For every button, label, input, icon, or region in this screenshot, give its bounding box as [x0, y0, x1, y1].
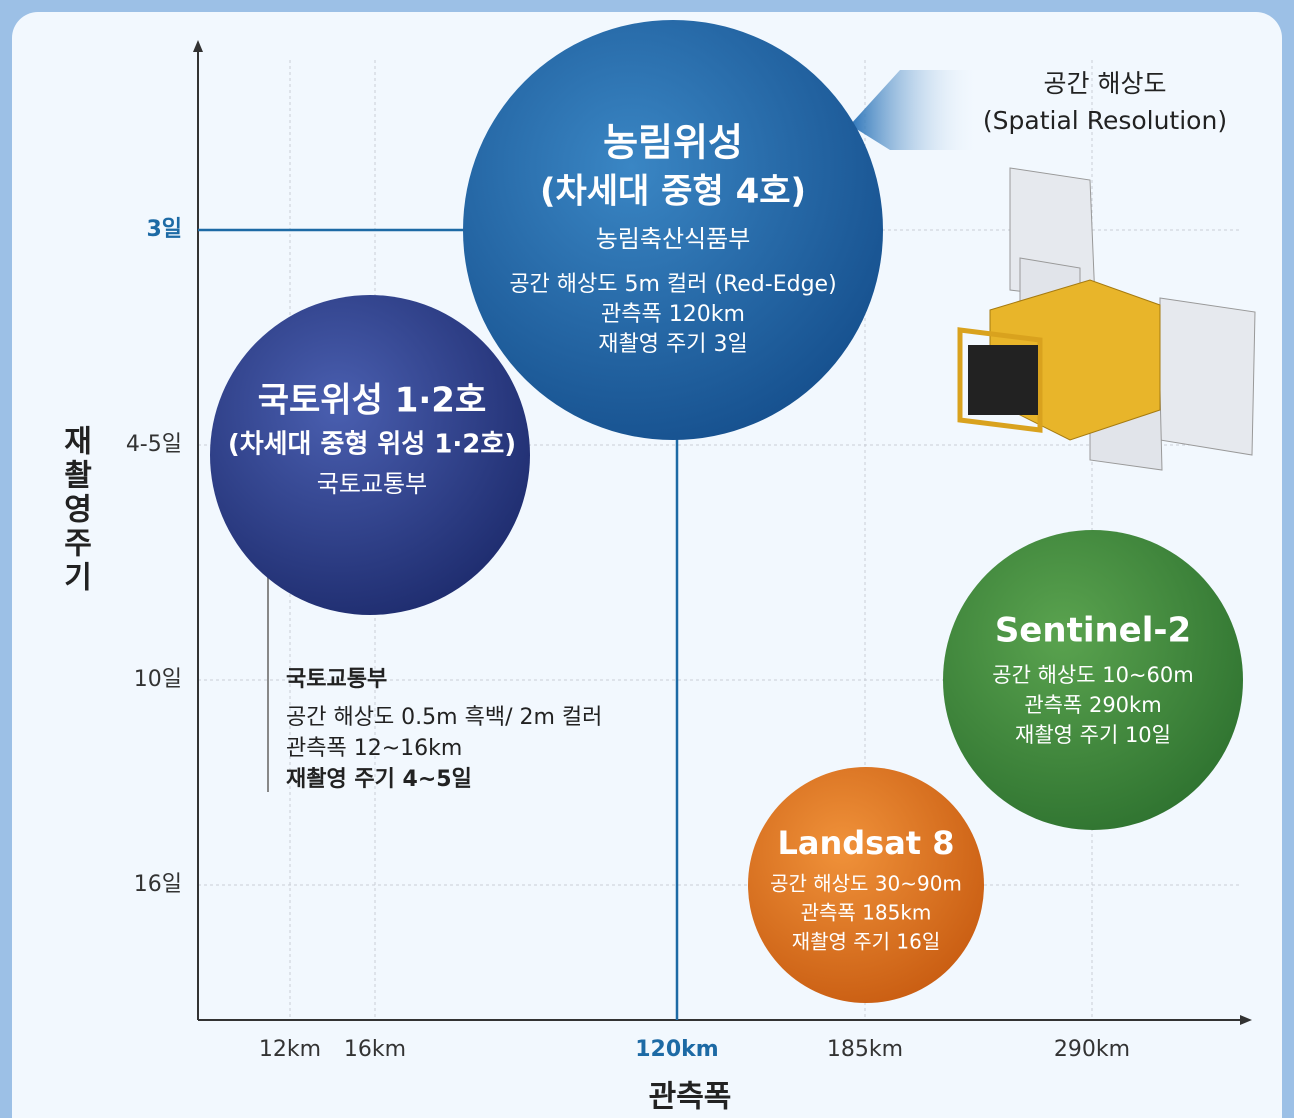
x-arrow [1240, 1015, 1252, 1025]
bubble-line: 농림축산식품부 [596, 225, 751, 253]
bubble-title: Landsat 8 [777, 824, 954, 862]
bubble-subtitle: (차세대 중형 위성 1·2호) [228, 430, 516, 460]
y-axis-title: 재촬영주기 [57, 425, 92, 595]
y-ticks: 3일 4-5일 10일 16일 [126, 217, 182, 897]
bubble-line: 공간 해상도 30~90m [770, 872, 962, 896]
bubble [463, 20, 883, 440]
bubble-text: 농림위성 (차세대 중형 4호) 농림축산식품부 공간 해상도 5m 컬러 (R… [228, 121, 1194, 954]
y-arrow [193, 40, 203, 52]
bubble [748, 767, 984, 1003]
x-tick-label: 16km [344, 1037, 406, 1062]
bubble-title: 국토위성 1·2호 [258, 381, 486, 421]
x-tick-label: 185km [827, 1037, 903, 1062]
bubble [943, 530, 1243, 830]
legend-wedge [850, 70, 980, 150]
note: 국토교통부 공간 해상도 0.5m 흑백/ 2m 컬러 관측폭 12~16km … [286, 667, 602, 792]
y-tick-label: 10일 [134, 667, 182, 692]
bubble-title: Sentinel-2 [995, 611, 1191, 651]
x-tick-label: 12km [259, 1037, 321, 1062]
y-tick-label: 16일 [134, 872, 182, 897]
note-line: 재촬영 주기 4~5일 [286, 767, 472, 792]
bubble-line: 관측폭 290km [1024, 693, 1161, 717]
bubble-subtitle: (차세대 중형 4호) [540, 172, 806, 212]
bubble-line: 관측폭 120km [601, 302, 745, 327]
y-tick-label: 4-5일 [126, 432, 182, 457]
note-line: 공간 해상도 0.5m 흑백/ 2m 컬러 [286, 705, 602, 730]
x-tick-label: 120km [635, 1037, 718, 1062]
bubble-line: 관측폭 185km [801, 901, 932, 925]
bubble [210, 295, 530, 615]
satellite [957, 167, 1256, 471]
legend-title: 공간 해상도 [1044, 69, 1167, 98]
bubble-line: 국토교통부 [317, 470, 427, 498]
legend-subtitle: (Spatial Resolution) [983, 106, 1227, 135]
bubble-line: 공간 해상도 10~60m [992, 663, 1193, 687]
bubble-line: 재촬영 주기 16일 [792, 930, 941, 954]
bubble-title: 농림위성 [603, 121, 743, 165]
y-tick-label: 3일 [146, 217, 182, 242]
bubble-line: 재촬영 주기 3일 [598, 332, 747, 357]
bubble-line: 공간 해상도 5m 컬러 (Red-Edge) [509, 272, 836, 297]
bubble-line: 재촬영 주기 10일 [1015, 723, 1171, 747]
note-line: 관측폭 12~16km [286, 736, 462, 761]
x-ticks: 12km 16km 120km 185km 290km [259, 1037, 1130, 1062]
note-title: 국토교통부 [286, 667, 387, 692]
x-tick-label: 290km [1054, 1037, 1130, 1062]
x-axis-title: 관측폭 [649, 1080, 732, 1115]
